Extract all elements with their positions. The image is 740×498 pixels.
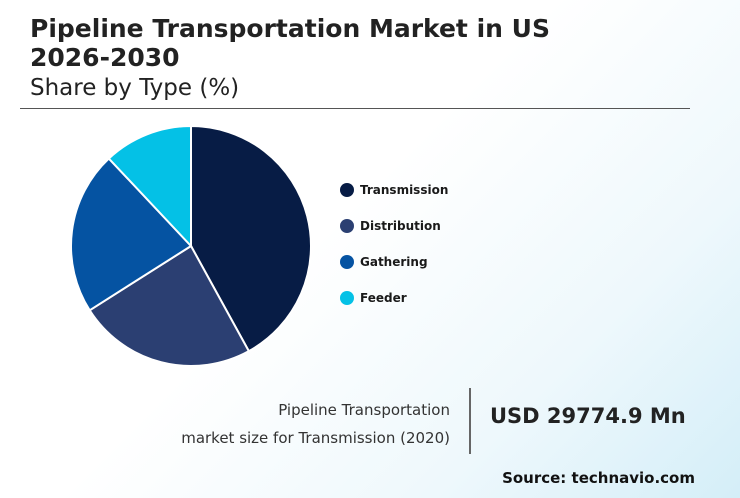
- legend-swatch: [340, 183, 354, 197]
- legend-label: Transmission: [360, 183, 449, 197]
- chart-subtitle: Share by Type (%): [30, 75, 240, 101]
- stat-description-line-2: market size for Transmission (2020): [181, 429, 450, 447]
- pie-chart: [70, 124, 312, 367]
- legend-label: Distribution: [360, 219, 441, 233]
- legend-item-feeder: Feeder: [340, 280, 448, 316]
- stat-value: USD 29774.9 Mn: [490, 404, 686, 428]
- stat-description-line-1: Pipeline Transportation: [278, 401, 450, 419]
- legend-label: Gathering: [360, 255, 428, 269]
- legend-item-distribution: Distribution: [340, 208, 448, 244]
- chart-legend: Transmission Distribution Gathering Feeder: [340, 172, 448, 316]
- source-label: Source: technavio.com: [502, 469, 695, 487]
- pie-slice-transmission: [190, 124, 312, 353]
- legend-swatch: [340, 219, 354, 233]
- legend-swatch: [340, 291, 354, 305]
- pie-slice-feeder: [107, 124, 192, 249]
- pie-slice-distribution: [88, 244, 251, 367]
- chart-title: Pipeline Transportation Market in US 202…: [30, 14, 550, 72]
- pie-slice-gathering: [70, 157, 193, 312]
- legend-item-transmission: Transmission: [340, 172, 448, 208]
- legend-swatch: [340, 255, 354, 269]
- legend-item-gathering: Gathering: [340, 244, 448, 280]
- legend-label: Feeder: [360, 291, 407, 305]
- header-divider: [20, 108, 690, 109]
- stat-description: Pipeline Transportation market size for …: [181, 396, 450, 452]
- stat-divider: [469, 388, 471, 454]
